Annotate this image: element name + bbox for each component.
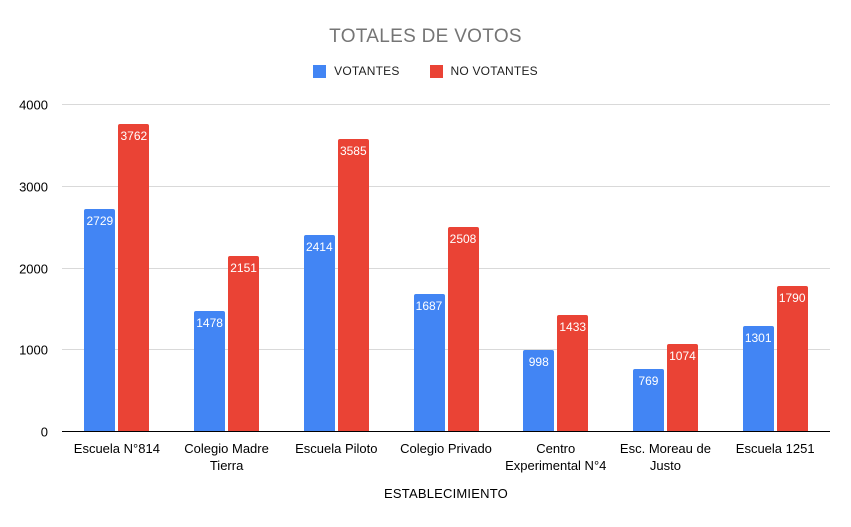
- bar-no-votantes: 3585: [337, 138, 369, 432]
- bar-group-escuela-1251: 1301 1790: [720, 105, 830, 432]
- category-label: Centro Experimental N°4: [505, 441, 607, 473]
- bar-groups: 2729 3762 1478 2151 2414 3585 1687 2508 998 1433 7…: [62, 105, 830, 432]
- gridline: [62, 267, 830, 269]
- bar-votantes: 2414: [303, 234, 335, 432]
- legend-swatch-votantes: [313, 64, 327, 78]
- category-label: Esc. Moreau de Justo: [619, 441, 711, 473]
- legend-label: NO VOTANTES: [450, 64, 538, 78]
- bar-no-votantes: 2508: [447, 226, 479, 432]
- bar-value-label: 2508: [449, 231, 477, 246]
- y-tick-label: 4000: [19, 97, 48, 113]
- bar-votantes: 1478: [194, 311, 226, 432]
- y-axis: 0 1000 2000 3000 4000: [0, 98, 48, 440]
- bar-group-centro-experimental-n-4: 998 1433: [501, 105, 611, 432]
- x-axis-title: ESTABLECIMIENTO: [384, 486, 508, 501]
- legend-label: VOTANTES: [334, 64, 400, 78]
- bar-value-label: 998: [528, 355, 549, 370]
- bar-group-colegio-madre-tierra: 1478 2151: [172, 105, 282, 432]
- bar-value-label: 769: [638, 374, 659, 389]
- category-label: Colegio Privado: [400, 441, 492, 456]
- y-tick-label: 0: [40, 424, 48, 440]
- y-tick-label: 1000: [19, 342, 48, 358]
- chart-legend: VOTANTES NO VOTANTES: [0, 64, 851, 78]
- bar-group-escuela-piloto: 2414 3585: [281, 105, 391, 432]
- bar-votantes: 2729: [84, 208, 116, 432]
- bar-value-label: 3762: [120, 129, 148, 144]
- bar-no-votantes: 1790: [776, 285, 808, 432]
- bar-no-votantes: 1074: [666, 344, 698, 432]
- category-label: Escuela 1251: [735, 441, 815, 456]
- bar-value-label: 1478: [196, 316, 223, 331]
- category-label: Colegio Madre Tierra: [184, 441, 269, 473]
- bar-value-label: 2414: [305, 239, 333, 254]
- bar-group-colegio-privado: 1687 2508: [391, 105, 501, 432]
- category-label: Escuela N°814: [73, 441, 160, 456]
- bar-value-label: 1790: [778, 290, 806, 305]
- legend-swatch-no-votantes: [429, 64, 443, 78]
- gridline: [62, 104, 830, 105]
- bar-no-votantes: 1433: [557, 314, 589, 432]
- legend-item-no-votantes: NO VOTANTES: [429, 64, 538, 78]
- gridline: [62, 349, 830, 351]
- chart-title: TOTALES DE VOTOS: [329, 26, 522, 47]
- bar-value-label: 1301: [744, 330, 772, 345]
- bar-value-label: 2729: [86, 213, 114, 228]
- plot-area: 2729 3762 1478 2151 2414 3585 1687 2508 998 1433 7…: [62, 104, 830, 432]
- bar-value-label: 2151: [230, 261, 257, 276]
- bar-group-escuela-n-814: 2729 3762: [62, 105, 172, 432]
- bar-value-label: 1074: [669, 349, 696, 364]
- bar-group-esc-moreau-de-justo: 769 1074: [611, 105, 721, 432]
- bar-value-label: 1687: [415, 299, 443, 314]
- bar-votantes: 1301: [742, 325, 774, 432]
- bar-votantes: 998: [523, 350, 555, 432]
- bar-no-votantes: 2151: [228, 256, 260, 432]
- bar-votantes: 769: [632, 369, 664, 432]
- y-tick-label: 2000: [19, 261, 48, 276]
- y-tick-label: 3000: [19, 179, 48, 195]
- bar-value-label: 1433: [559, 319, 587, 334]
- x-axis-category-labels: Escuela N°814 Colegio Madre Tierra Escuela…: [62, 440, 830, 474]
- gridline: [62, 185, 830, 187]
- bar-no-votantes: 3762: [118, 124, 150, 432]
- x-axis-baseline: [62, 431, 830, 432]
- category-label: Escuela Piloto: [295, 441, 378, 456]
- bar-value-label: 3585: [339, 143, 367, 158]
- bar-votantes: 1687: [413, 294, 445, 432]
- legend-item-votantes: VOTANTES: [313, 64, 399, 78]
